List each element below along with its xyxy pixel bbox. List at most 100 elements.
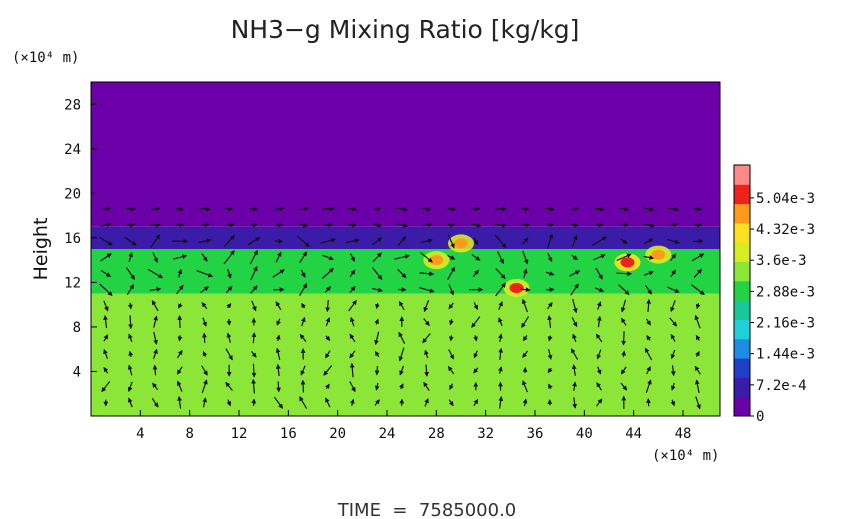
- colorbar-frame: [733, 164, 751, 417]
- wind-vector: [420, 238, 433, 244]
- wind-vector: [394, 254, 410, 260]
- wind-vector: [447, 254, 456, 260]
- wind-vector: [325, 383, 330, 390]
- colorbar-tick-label: 3.6e-3: [756, 253, 807, 269]
- wind-vector: [498, 317, 503, 327]
- wind-vector: [471, 316, 481, 328]
- wind-vector: [498, 301, 503, 310]
- x-tick-label: 36: [527, 426, 544, 442]
- wind-vector: [397, 236, 407, 247]
- wind-vector: [299, 396, 308, 409]
- wind-vector: [694, 365, 701, 375]
- wind-vector: [642, 206, 655, 212]
- colorbar-tick-label: 1.44e-3: [756, 347, 815, 363]
- wind-vector: [472, 206, 481, 212]
- wind-vector: [596, 315, 602, 328]
- wind-vector: [325, 300, 331, 313]
- hotspot-4: [645, 245, 672, 264]
- x-tick-label: 28: [428, 426, 445, 442]
- wind-vector: [521, 237, 529, 245]
- wind-vector: [226, 332, 232, 343]
- wind-vector: [251, 378, 256, 394]
- wind-vector: [300, 269, 306, 278]
- wind-vector: [176, 380, 183, 392]
- wind-vector: [643, 270, 654, 276]
- wind-vector: [596, 366, 602, 375]
- wind-vector: [620, 382, 628, 391]
- x-axis: 4 8 12 16 20 24 28 32 36 40 44 48: [136, 410, 691, 442]
- wind-vector: [152, 364, 158, 376]
- wind-vector: [276, 318, 281, 326]
- wind-vector: [225, 381, 233, 391]
- wind-vector: [695, 334, 701, 341]
- wind-vector: [150, 234, 161, 248]
- wind-vector: [127, 302, 133, 310]
- wind-vector: [103, 366, 109, 374]
- wind-vector: [424, 398, 429, 407]
- wind-vector: [594, 287, 604, 293]
- wind-vector: [323, 222, 333, 228]
- y-unit-label: (×10⁴ m): [12, 50, 79, 66]
- wind-vector: [224, 222, 235, 228]
- wind-vector: [173, 254, 188, 260]
- hotspot-core: [620, 257, 635, 268]
- wind-vector: [621, 317, 627, 326]
- y-tick-label: 28: [64, 97, 81, 113]
- wind-vector: [596, 382, 602, 391]
- wind-vector: [495, 282, 506, 297]
- wind-vector: [374, 318, 379, 325]
- wind-vector: [471, 254, 481, 261]
- wind-vector: [448, 335, 454, 342]
- wind-vector: [201, 302, 208, 310]
- wind-vector: [619, 222, 630, 228]
- x-tick-label: 8: [185, 426, 193, 442]
- wind-vector: [646, 398, 651, 407]
- wind-vector: [595, 398, 603, 407]
- hotspot-2: [503, 278, 530, 297]
- wind-vector: [176, 366, 183, 375]
- colorbar-tick-label: 0: [756, 409, 764, 425]
- wind-vector: [176, 284, 184, 295]
- wind-vector: [150, 206, 161, 212]
- wind-vector: [473, 398, 479, 407]
- wind-vector: [595, 222, 604, 228]
- wind-vector: [275, 301, 282, 311]
- wind-vector: [152, 252, 158, 263]
- wind-vector: [446, 206, 457, 212]
- wind-vector: [177, 335, 183, 342]
- wind-vector: [275, 334, 281, 342]
- wind-vector: [101, 206, 111, 212]
- wind-vector: [398, 331, 406, 344]
- wind-vector: [547, 315, 552, 329]
- wind-vector: [570, 206, 579, 212]
- colorbar: 0 7.2e-4 1.44e-3 2.16e-3 2.88e-3 3.6e-3 4.32e-…: [733, 164, 815, 425]
- wind-vector: [694, 206, 703, 212]
- wind-vector: [521, 298, 528, 313]
- wind-vector: [251, 332, 257, 344]
- wind-vector: [251, 363, 257, 378]
- wind-vector: [694, 314, 701, 329]
- wind-vectors: [99, 206, 705, 410]
- wind-vector: [470, 222, 482, 228]
- colorbar-tick-label: 5.04e-3: [756, 191, 815, 207]
- wind-vector: [348, 206, 358, 212]
- wind-vector: [520, 222, 531, 228]
- wind-vector: [225, 348, 233, 361]
- wind-vector: [596, 349, 602, 360]
- wind-vector: [670, 300, 676, 313]
- wind-vector: [399, 383, 404, 390]
- wind-vector: [694, 379, 700, 393]
- wind-vector: [128, 333, 133, 343]
- wind-vector: [250, 285, 258, 294]
- wind-vector: [424, 349, 429, 359]
- wind-vector: [349, 398, 355, 406]
- wind-vector: [473, 367, 479, 374]
- wind-vector: [646, 318, 651, 326]
- wind-vector: [296, 235, 310, 248]
- wind-vector: [128, 252, 133, 262]
- wind-vector: [422, 206, 432, 212]
- wind-vector: [570, 222, 579, 228]
- colorbar-tick-label: 7.2e-4: [756, 378, 807, 394]
- wind-vector: [349, 269, 356, 278]
- wind-vector: [548, 383, 553, 389]
